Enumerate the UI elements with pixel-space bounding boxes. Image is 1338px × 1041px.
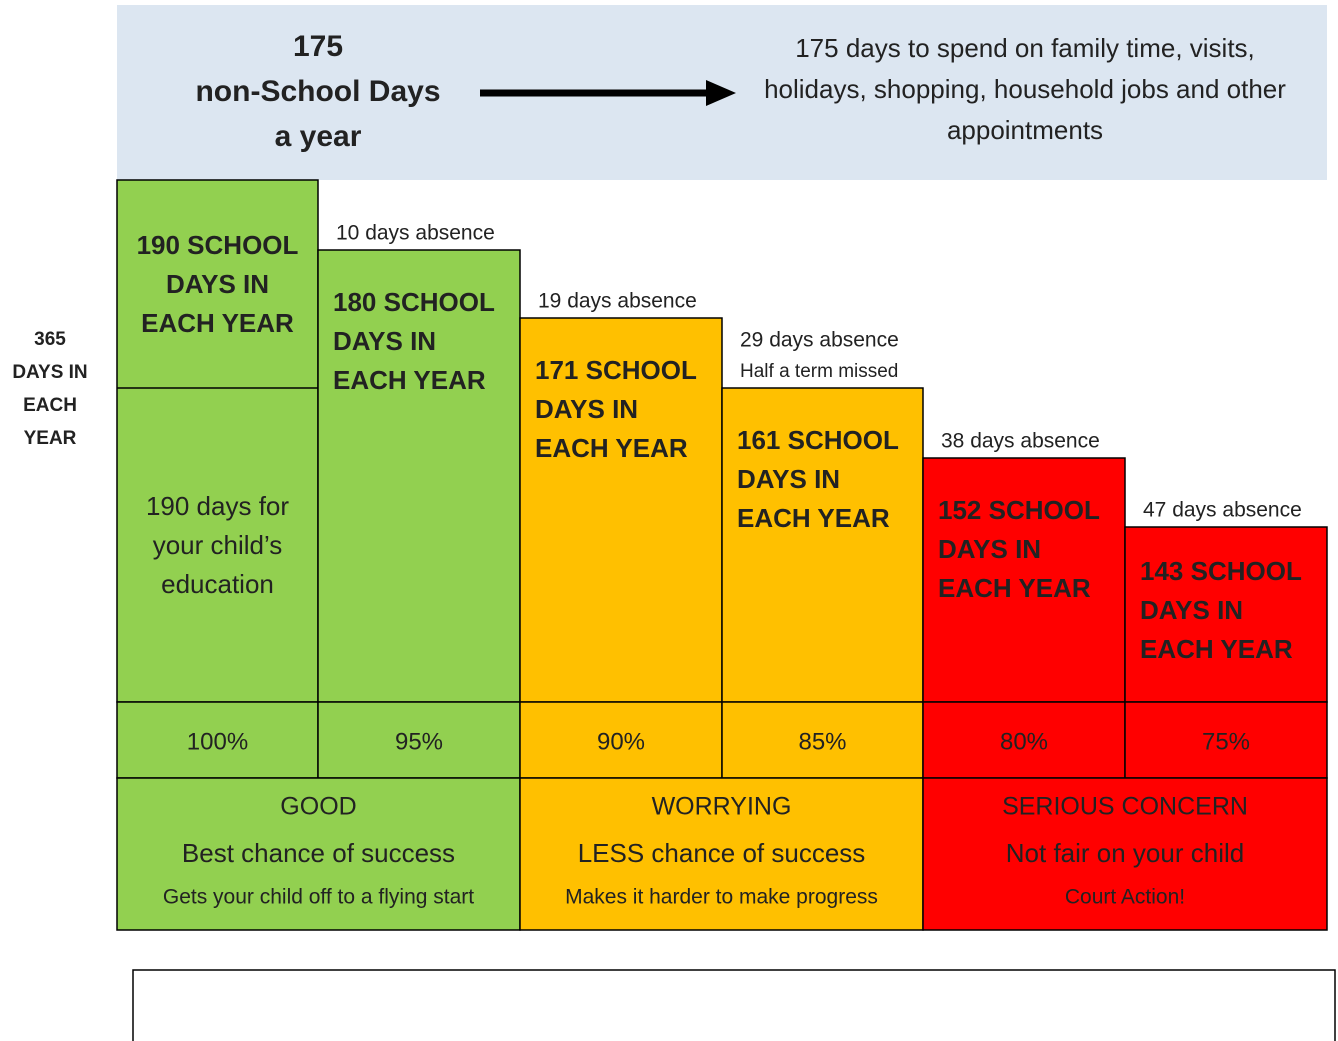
column-title: DAYS IN xyxy=(1140,595,1243,625)
column xyxy=(721,387,924,703)
banner-right-line: appointments xyxy=(947,115,1103,145)
column-title: EACH YEAR xyxy=(333,365,486,395)
banner-left-line: a year xyxy=(275,120,362,153)
absence-label: 47 days absence xyxy=(1143,499,1302,522)
banner-left-line: 175 xyxy=(293,30,343,63)
column xyxy=(317,249,521,703)
column-title: DAYS IN xyxy=(333,326,436,356)
percent: 75% xyxy=(1202,728,1250,755)
percent-cell xyxy=(1124,701,1328,779)
percent: 90% xyxy=(597,728,645,755)
column-detail: 190 days for xyxy=(146,491,289,521)
absence-label: Half a term missed xyxy=(740,361,898,382)
column-detail: your child’s xyxy=(153,530,283,560)
column-title: DAYS IN xyxy=(938,534,1041,564)
column-title: EACH YEAR xyxy=(1140,634,1293,664)
group-cell xyxy=(519,777,924,931)
group-title: WORRYING xyxy=(652,793,792,821)
column-title: DAYS IN xyxy=(737,464,840,494)
percent: 95% xyxy=(395,728,443,755)
arrow-head xyxy=(706,80,736,106)
column xyxy=(519,317,723,703)
group-title: SERIOUS CONCERN xyxy=(1002,793,1248,821)
side-label-line: DAYS IN xyxy=(12,362,87,383)
group-note: Makes it harder to make progress xyxy=(565,886,878,909)
column-title: DAYS IN xyxy=(166,269,269,299)
side-label-line: 365 xyxy=(34,329,66,350)
percent-cell xyxy=(721,701,924,779)
absence-label: 38 days absence xyxy=(941,430,1100,453)
percent: 80% xyxy=(1000,728,1048,755)
banner-left-line: non-School Days xyxy=(195,75,440,108)
percent: 100% xyxy=(187,728,248,755)
percent-cell xyxy=(519,701,723,779)
group-note: Court Action! xyxy=(1065,886,1185,909)
column-title: 180 SCHOOL xyxy=(333,287,495,317)
empty-box xyxy=(132,969,1336,1041)
column-title: EACH YEAR xyxy=(535,433,688,463)
absence-label: 10 days absence xyxy=(336,222,495,245)
column-title: DAYS IN xyxy=(535,394,638,424)
column-title: 190 SCHOOL xyxy=(137,230,299,260)
side-label-line: YEAR xyxy=(24,428,77,449)
group-subtitle: Best chance of success xyxy=(182,838,455,868)
column-title: 171 SCHOOL xyxy=(535,355,697,385)
column-title: 161 SCHOOL xyxy=(737,425,899,455)
column-title: 143 SCHOOL xyxy=(1140,556,1302,586)
group-cell xyxy=(922,777,1328,931)
column-detail: education xyxy=(161,569,274,599)
column xyxy=(922,457,1126,703)
group-note: Gets your child off to a flying start xyxy=(163,886,474,909)
absence-label: 19 days absence xyxy=(538,290,697,313)
side-label-line: EACH xyxy=(23,395,77,416)
column-title: EACH YEAR xyxy=(938,573,1091,603)
column-title: EACH YEAR xyxy=(737,503,890,533)
group-subtitle: LESS chance of success xyxy=(578,838,866,868)
group-cell xyxy=(116,777,521,931)
column-title: 152 SCHOOL xyxy=(938,495,1100,525)
column xyxy=(1124,526,1328,703)
group-subtitle: Not fair on your child xyxy=(1006,838,1244,868)
percent: 85% xyxy=(798,728,846,755)
banner-right-line: 175 days to spend on family time, visits… xyxy=(795,33,1255,63)
banner-right-line: holidays, shopping, household jobs and o… xyxy=(764,74,1286,104)
column xyxy=(116,179,319,703)
column-title: EACH YEAR xyxy=(141,308,294,338)
group-title: GOOD xyxy=(280,793,356,821)
absence-label: 29 days absence xyxy=(740,329,899,352)
